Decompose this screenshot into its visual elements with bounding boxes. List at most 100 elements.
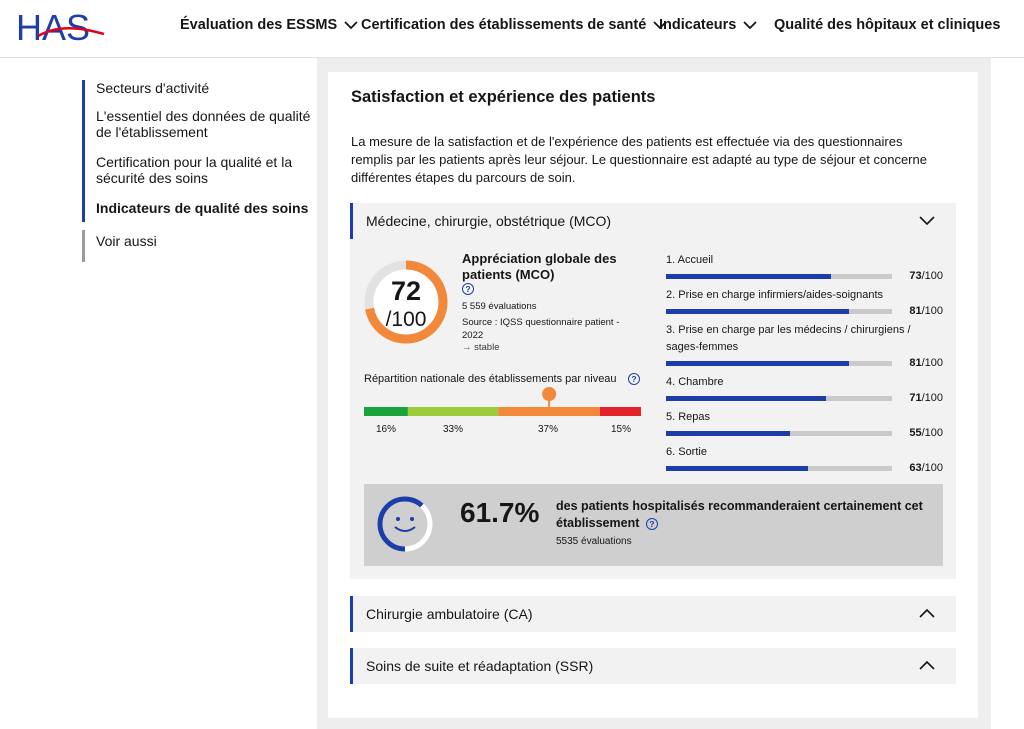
criterion-label: 2. Prise en charge infirmiers/aides-soig…	[666, 289, 884, 301]
chevron-down-icon	[743, 21, 757, 30]
sidebar-nav: Secteurs d'activité L'essentiel des donn…	[82, 80, 322, 222]
help-icon[interactable]: ?	[628, 373, 640, 385]
sidebar-item-indicateurs[interactable]: Indicateurs de qualité des soins	[96, 200, 309, 216]
intro-text: La mesure de la satisfaction et de l'exp…	[351, 134, 927, 185]
criterion-label: 4. Chambre	[666, 376, 724, 388]
criterion-bar-row: 81/100	[666, 304, 946, 318]
criterion-item: 2. Prise en charge infirmiers/aides-soig…	[666, 287, 946, 318]
help-icon[interactable]: ?	[645, 517, 658, 530]
has-logo[interactable]: HAS	[16, 8, 106, 48]
criterion-score-max: /100	[921, 357, 943, 369]
criteria-list: 1. Accueil 73/100 2. Prise en charge infir…	[666, 252, 946, 479]
criterion-item: 1. Accueil 73/100	[666, 252, 946, 283]
criterion-item: 6. Sortie 63/100	[666, 444, 946, 475]
criterion-bar-row: 81/100	[666, 356, 946, 370]
chevron-down-icon	[344, 21, 358, 30]
criterion-fill	[666, 431, 791, 436]
accordion-header-mco[interactable]: Médecine, chirurgie, obstétrique (MCO)	[350, 203, 956, 239]
criterion-label: 3. Prise en charge par les médecins / ch…	[666, 324, 911, 353]
criterion-fill	[666, 309, 850, 314]
accordion-label: Chirurgie ambulatoire (CA)	[366, 606, 533, 622]
distribution-label: 15%	[611, 424, 632, 435]
score-gauge	[364, 260, 448, 344]
nav-label: Indicateurs	[659, 17, 737, 33]
accordion-ssr: Soins de suite et réadaptation (SSR)	[350, 648, 956, 684]
accordion-ca: Chirurgie ambulatoire (CA)	[350, 596, 956, 632]
recommend-percentage: 61.7%	[460, 497, 540, 528]
criterion-fill	[666, 396, 827, 401]
criterion-score-max: /100	[921, 427, 943, 439]
criterion-score: 63/100	[909, 462, 943, 474]
criterion-score-value: 81	[909, 305, 922, 317]
criterion-label: 6. Sortie	[666, 446, 707, 458]
distribution-title: Répartition nationale des établissements…	[364, 373, 617, 385]
criterion-score: 81/100	[909, 305, 943, 317]
criterion-item: 5. Repas 55/100	[666, 409, 946, 440]
criterion-bar-row: 55/100	[666, 426, 946, 440]
criterion-score-value: 73	[909, 270, 922, 282]
distribution-segment	[407, 407, 499, 416]
criterion-fill	[666, 466, 809, 471]
position-marker	[542, 387, 557, 401]
criterion-score-max: /100	[921, 270, 943, 282]
accordion-header-ca[interactable]: Chirurgie ambulatoire (CA)	[350, 596, 956, 632]
criterion-score-value: 63	[909, 462, 922, 474]
accordion-header-ssr[interactable]: Soins de suite et réadaptation (SSR)	[350, 648, 956, 684]
nav-item-qualite[interactable]: Qualité des hôpitaux et cliniques	[774, 0, 1000, 50]
criterion-score-value: 71	[909, 392, 922, 404]
criterion-bar-row: 71/100	[666, 391, 946, 405]
chevron-down-icon	[919, 216, 935, 226]
criterion-track	[666, 431, 892, 436]
source-text: Source : IQSS questionnaire patient - 20…	[462, 317, 620, 341]
nav-item-indicateurs[interactable]: Indicateurs	[659, 0, 757, 50]
chevron-down-icon	[653, 21, 667, 30]
score-value: 72	[390, 276, 422, 306]
trend-indicator: → stable	[462, 342, 500, 353]
distribution-label: 37%	[538, 424, 559, 435]
smiley-icon	[377, 496, 433, 552]
chevron-up-icon	[919, 660, 935, 670]
criterion-score: 55/100	[909, 427, 943, 439]
nav-label: Certification des établissements de sant…	[361, 17, 647, 33]
sidebar-item-secteurs[interactable]: Secteurs d'activité	[96, 80, 210, 96]
section-title: Satisfaction et expérience des patients	[351, 88, 656, 106]
criterion-label: 5. Repas	[666, 411, 711, 423]
criterion-item: 3. Prise en charge par les médecins / ch…	[666, 322, 946, 370]
gauge-arc	[364, 260, 448, 344]
score-max: /100	[385, 308, 427, 331]
criterion-score-value: 81	[909, 357, 922, 369]
distribution-label: 33%	[443, 424, 464, 435]
sidebar-item-essentiel[interactable]: L'essentiel des données de qualité de l'…	[96, 108, 311, 140]
evaluation-count: 5 559 évaluations	[462, 301, 537, 312]
accordion-label: Soins de suite et réadaptation (SSR)	[366, 658, 594, 674]
recommend-evaluations: 5535 évaluations	[556, 536, 632, 547]
nav-item-certification[interactable]: Certification des établissements de sant…	[361, 0, 667, 50]
criterion-label: 1. Accueil	[666, 254, 714, 266]
criterion-fill	[666, 274, 831, 279]
nav-label: Qualité des hôpitaux et cliniques	[774, 17, 1001, 33]
criterion-score-max: /100	[921, 392, 943, 404]
nav-item-essms[interactable]: Évaluation des ESSMS	[180, 0, 358, 50]
distribution-segment	[599, 407, 641, 416]
sidebar-see-also: Voir aussi	[82, 230, 322, 262]
global-appreciation-title: Appréciation globale des patients (MCO)	[462, 251, 617, 282]
recommend-text-label: des patients hospitalisés recommanderaie…	[556, 499, 923, 530]
criterion-bar-row: 63/100	[666, 461, 946, 475]
help-icon[interactable]: ?	[462, 283, 474, 295]
chevron-up-icon	[919, 608, 935, 618]
distribution-segment	[498, 407, 600, 416]
criterion-score: 73/100	[909, 270, 943, 282]
accordion-label: Médecine, chirurgie, obstétrique (MCO)	[366, 213, 612, 229]
sidebar-item-voir-aussi[interactable]: Voir aussi	[96, 233, 157, 249]
sidebar-item-certification[interactable]: Certification pour la qualité et la sécu…	[96, 154, 293, 186]
criterion-track	[666, 309, 892, 314]
criterion-bar-row: 73/100	[666, 269, 946, 283]
criterion-score: 71/100	[909, 392, 943, 404]
criterion-score-max: /100	[921, 305, 943, 317]
distribution-label: 16%	[376, 424, 397, 435]
criterion-track	[666, 361, 892, 366]
recommend-text: des patients hospitalisés recommanderaie…	[556, 498, 936, 532]
criterion-score-max: /100	[921, 462, 943, 474]
criterion-track	[666, 466, 892, 471]
criterion-score: 81/100	[909, 357, 943, 369]
